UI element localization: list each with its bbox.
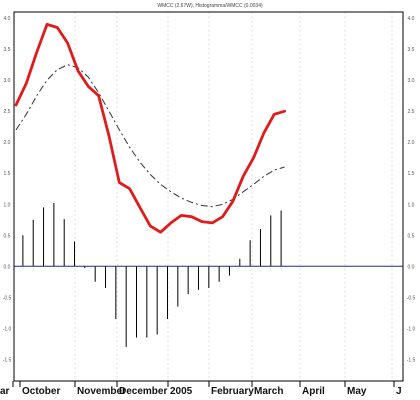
x-tick-7: April — [302, 386, 325, 397]
lines-layer — [14, 23, 286, 234]
y-tick-left-10: -1.0 — [3, 326, 12, 332]
y-tick-right-8: 0.0 — [408, 264, 415, 270]
y-tick-left-4: 2.0 — [4, 140, 11, 146]
x-tick-5: February — [211, 386, 254, 397]
y-tick-left-8: 0.0 — [4, 264, 11, 270]
y-tick-right-9: -0.5 — [407, 295, 416, 301]
y-tick-right-5: 1.5 — [408, 171, 415, 177]
x-tick-6: March — [254, 386, 283, 397]
y-tick-left-1: 3.5 — [4, 47, 11, 53]
chart-title: WMCC (2.67W), Histogramma/WMCC (0.0034) — [157, 3, 263, 9]
y-tick-left-5: 1.5 — [4, 171, 11, 177]
y-tick-left-2: 3.0 — [4, 78, 11, 84]
x-tick-9: J — [396, 386, 402, 397]
histogram-layer — [22, 203, 282, 347]
y-tick-right-11: -1.5 — [407, 357, 416, 363]
main-line — [14, 23, 286, 234]
y-tick-left-7: 0.5 — [4, 233, 11, 239]
y-tick-right-2: 3.0 — [408, 78, 415, 84]
y-tick-labels-left: 4.0 3.5 3.0 2.5 2.0 1.5 1.0 0.5 0.0 -0.5 -1.0 -1.5 — [3, 16, 12, 363]
y-tick-right-10: -1.0 — [407, 326, 416, 332]
x-tick-3: December — [119, 386, 167, 397]
y-tick-left-9: -0.5 — [3, 295, 12, 301]
y-tick-left-6: 1.0 — [4, 202, 11, 208]
y-tick-right-3: 2.5 — [408, 109, 415, 115]
y-tick-right-0: 4.0 — [408, 16, 415, 22]
y-tick-right-4: 2.0 — [408, 140, 415, 146]
x-tick-2: November — [77, 386, 126, 397]
y-tick-left-3: 2.5 — [4, 109, 11, 115]
y-tick-right-7: 0.5 — [408, 233, 415, 239]
x-tick-8: May — [347, 386, 367, 397]
grid-layer — [74, 12, 393, 381]
x-tick-1: October — [22, 386, 60, 397]
y-tick-left-11: -1.5 — [3, 357, 12, 363]
y-tick-right-6: 1.0 — [408, 202, 415, 208]
signal-line — [15, 64, 285, 208]
y-tick-left-0: 4.0 — [4, 16, 11, 22]
y-tick-right-1: 3.5 — [408, 47, 415, 53]
y-tick-labels-right: 4.0 3.5 3.0 2.5 2.0 1.5 1.0 0.5 0.0 -0.5 -1.0 -1.5 — [407, 16, 416, 363]
x-tick-0: ar — [0, 386, 10, 397]
x-tick-4: 2005 — [170, 386, 193, 397]
